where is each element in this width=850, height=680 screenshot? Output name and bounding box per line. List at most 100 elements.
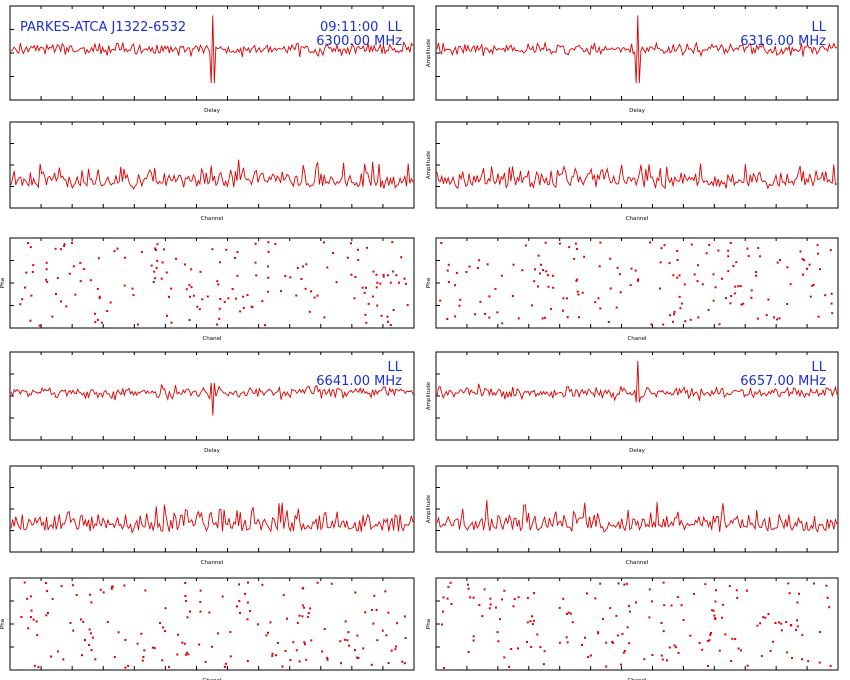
phase-point [80, 618, 82, 621]
x-axis-label: Delay [629, 448, 646, 454]
phase-point [817, 315, 820, 318]
phase-point [390, 649, 393, 652]
phase-point [376, 639, 379, 642]
y-axis-label: Pha [0, 619, 6, 629]
phase-point [79, 261, 82, 264]
phase-point [808, 263, 811, 266]
phase-point [676, 259, 679, 261]
phase-point [323, 316, 326, 319]
phase-point [185, 288, 188, 291]
phase-point [673, 644, 676, 647]
phase-point [403, 662, 406, 665]
phase-point [326, 658, 329, 661]
phase-point [164, 607, 167, 610]
phase-point [211, 645, 213, 648]
plot-frame [435, 121, 839, 209]
phase-point [151, 646, 154, 649]
phase-point [442, 610, 444, 613]
phase-point [576, 247, 578, 250]
phase-point [346, 639, 349, 642]
phase-point [693, 273, 696, 276]
phase-point [450, 603, 453, 605]
phase-point [442, 596, 445, 599]
y-axis-label: Pha [426, 278, 432, 288]
phase-point [618, 273, 621, 276]
panel-b3-channel: Channel [9, 465, 415, 566]
phase-point [224, 662, 227, 665]
phase-point [247, 581, 249, 584]
phase-point [246, 618, 249, 621]
phase-point [575, 279, 578, 282]
plot-frame [435, 237, 839, 329]
phase-point [508, 665, 511, 668]
channel-trace [436, 163, 838, 190]
phase-point [375, 609, 378, 611]
phase-point [747, 255, 750, 257]
phase-point [746, 247, 749, 250]
phase-point [296, 267, 299, 269]
phase-point [74, 293, 77, 296]
phase-point [159, 621, 161, 624]
phase-point [98, 295, 101, 298]
phase-point [746, 589, 748, 592]
phase-point [389, 324, 392, 326]
phase-point [102, 591, 105, 594]
phase-point [565, 636, 568, 639]
phase-point [344, 620, 347, 623]
phase-point [90, 649, 93, 652]
phase-point [181, 641, 184, 644]
phase-point [303, 606, 306, 609]
phase-point [357, 258, 360, 261]
phase-point [789, 283, 792, 286]
phase-point [714, 589, 717, 592]
phase-point [678, 274, 681, 277]
phase-point [727, 249, 730, 252]
freq-label-b3: 6641.00 MHz [316, 374, 402, 389]
phase-point [242, 306, 245, 309]
x-axis-label: Channel [201, 560, 224, 566]
phase-point [29, 319, 32, 322]
phase-point [594, 301, 597, 304]
phase-point [161, 659, 164, 662]
y-axis-label: Amplitude [426, 150, 432, 179]
phase-point [190, 268, 193, 271]
phase-point [123, 284, 126, 287]
y-axis-label: Amplitude [426, 38, 432, 67]
phase-point [184, 263, 186, 266]
phase-point [778, 317, 781, 320]
phase-point [533, 592, 535, 595]
phase-point [166, 314, 168, 317]
phase-point [650, 600, 653, 603]
phase-point [791, 657, 793, 659]
phase-point [68, 272, 71, 275]
plot-frame [9, 121, 415, 209]
phase-point [376, 304, 379, 307]
phase-point [659, 261, 662, 264]
phase-point [117, 631, 120, 634]
phase-point [801, 258, 804, 260]
phase-point [404, 615, 406, 618]
phase-point [721, 277, 724, 280]
phase-point [30, 609, 33, 612]
phase-point [812, 582, 815, 585]
phase-point [616, 634, 619, 637]
phase-point [660, 622, 663, 624]
phase-point [467, 587, 470, 590]
phase-point [267, 290, 270, 293]
phase-point [218, 261, 221, 264]
phase-point [143, 649, 146, 652]
phase-point [100, 321, 103, 324]
phase-point [539, 646, 542, 649]
phase-point [756, 624, 759, 627]
phase-point [725, 297, 727, 300]
phase-point [478, 259, 481, 262]
phase-point [45, 261, 48, 264]
phase-point [175, 257, 177, 260]
pol-label-b3: LL [387, 360, 403, 375]
phase-point [298, 660, 301, 663]
phase-point [658, 287, 661, 290]
phase-point [384, 590, 387, 593]
phase-point [780, 629, 783, 632]
phase-point [531, 615, 533, 618]
phase-point [454, 315, 457, 318]
